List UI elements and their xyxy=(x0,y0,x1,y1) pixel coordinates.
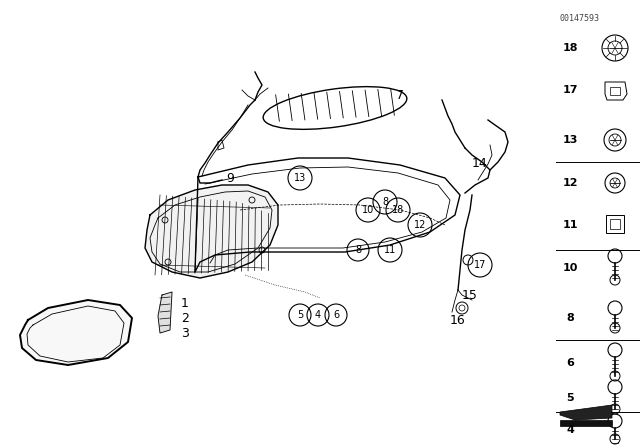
Text: 5: 5 xyxy=(297,310,303,320)
Text: 00147593: 00147593 xyxy=(559,14,599,23)
Text: 11: 11 xyxy=(384,245,396,255)
Text: 6: 6 xyxy=(566,358,574,368)
Text: 5: 5 xyxy=(566,393,574,403)
Text: 17: 17 xyxy=(563,85,578,95)
Bar xyxy=(560,420,612,426)
Text: 8: 8 xyxy=(355,245,361,255)
Polygon shape xyxy=(20,300,132,365)
Text: 2: 2 xyxy=(181,311,189,324)
Text: 10: 10 xyxy=(563,263,578,273)
Text: 7: 7 xyxy=(396,89,404,102)
Text: 9: 9 xyxy=(226,172,234,185)
Text: 14: 14 xyxy=(472,156,488,169)
Text: 8: 8 xyxy=(566,313,574,323)
Polygon shape xyxy=(145,185,278,278)
Text: 4: 4 xyxy=(315,310,321,320)
Text: 12: 12 xyxy=(414,220,426,230)
Text: 18: 18 xyxy=(392,205,404,215)
Polygon shape xyxy=(158,292,172,333)
Text: 13: 13 xyxy=(563,135,578,145)
Text: 8: 8 xyxy=(382,197,388,207)
Text: 15: 15 xyxy=(462,289,478,302)
Text: 11: 11 xyxy=(563,220,578,230)
Text: 10: 10 xyxy=(362,205,374,215)
Text: 16: 16 xyxy=(450,314,466,327)
Text: 13: 13 xyxy=(294,173,306,183)
Text: 17: 17 xyxy=(474,260,486,270)
Text: 12: 12 xyxy=(563,178,578,188)
Text: 1: 1 xyxy=(181,297,189,310)
Text: 18: 18 xyxy=(563,43,578,53)
Polygon shape xyxy=(560,405,612,420)
Text: 6: 6 xyxy=(333,310,339,320)
Text: 4: 4 xyxy=(566,425,574,435)
Text: 3: 3 xyxy=(181,327,189,340)
